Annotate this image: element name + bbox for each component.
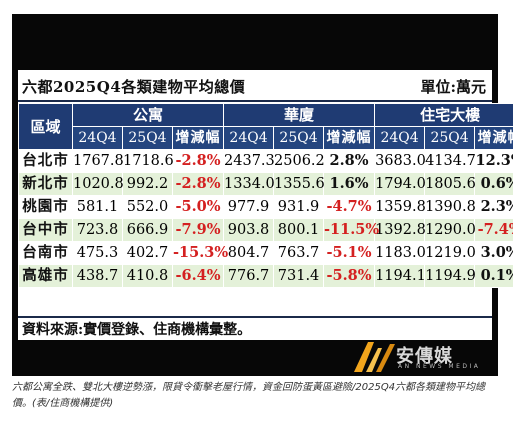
value-cell: 1020.8	[72, 172, 124, 196]
change-cell: 1.6%	[323, 172, 376, 196]
table-row: 新北市 1020.8 992.2 -2.8% 1334.0 1355.6 1.6% 1794.…	[18, 172, 513, 196]
value-cell: 1794.0	[374, 172, 426, 196]
value-cell: 776.7	[223, 264, 275, 288]
change-cell: -5.8%	[323, 264, 376, 288]
region-cell: 台南市	[18, 241, 73, 265]
value-cell: 2506.2	[273, 149, 325, 173]
source-row: 資料來源:實價登錄、住商機構彙整。	[18, 316, 492, 340]
value-cell: 666.9	[122, 218, 173, 242]
value-cell: 1194.1	[374, 264, 426, 288]
table-row: 台中市 723.8 666.9 -7.9% 903.8 800.1 -11.5% 1392.8…	[18, 218, 513, 242]
value-cell: 1390.8	[424, 195, 476, 219]
value-cell: 475.3	[72, 241, 123, 265]
header-group-apartment: 公寓	[71, 103, 225, 127]
value-cell: 800.1	[273, 218, 325, 242]
change-cell: -2.8%	[171, 149, 225, 173]
image-frame: 六都2025Q4各類建物平均總價 單位:萬元 區域 公寓 華廈 住宅大樓 24Q…	[12, 14, 513, 376]
region-cell: 高雄市	[18, 264, 73, 288]
change-cell: -11.5%	[323, 218, 379, 242]
value-cell: 1183.0	[374, 241, 426, 265]
change-cell: -4.7%	[323, 195, 376, 219]
header-sub: 24Q4	[223, 126, 275, 150]
value-cell: 2437.3	[223, 149, 275, 173]
value-cell: 977.9	[223, 195, 275, 219]
value-cell: 763.7	[273, 241, 325, 265]
value-cell: 3683.0	[374, 149, 426, 173]
header-sub: 增減幅	[171, 126, 225, 150]
change-cell: -7.4%	[474, 218, 513, 242]
value-cell: 1718.6	[122, 149, 174, 173]
value-cell: 1355.6	[273, 172, 325, 196]
value-cell: 903.8	[223, 218, 275, 242]
change-cell: -5.0%	[171, 195, 225, 219]
header-group-highrise: 住宅大樓	[374, 103, 513, 127]
value-cell: 1392.8	[374, 218, 426, 242]
table-row: 高雄市 438.7 410.8 -6.4% 776.7 731.4 -5.8% 1194.1 1…	[18, 264, 513, 288]
value-cell: 1290.0	[424, 218, 476, 242]
value-cell: 731.4	[273, 264, 325, 288]
change-cell: 2.3%	[474, 195, 513, 219]
change-cell: -2.8%	[171, 172, 225, 196]
value-cell: 4134.7	[424, 149, 476, 173]
table-row: 台北市 1767.8 1718.6 -2.8% 2437.3 2506.2 2.8% 3683…	[18, 149, 513, 173]
table-row: 桃園市 581.1 552.0 -5.0% 977.9 931.9 -4.7% 1359.8 1…	[18, 195, 513, 219]
header-sub: 24Q4	[374, 126, 426, 150]
value-cell: 1805.6	[424, 172, 476, 196]
value-cell: 931.9	[273, 195, 325, 219]
brand-logo: 安傳媒 AN NEWS MEDIA	[352, 340, 492, 374]
header-sub: 25Q4	[424, 126, 476, 150]
value-cell: 552.0	[122, 195, 173, 219]
value-cell: 1359.8	[374, 195, 426, 219]
header-region: 區域	[18, 103, 73, 150]
brand-name: 安傳媒	[396, 346, 453, 367]
value-cell: 723.8	[72, 218, 123, 242]
header-group-mansion: 華廈	[223, 103, 376, 127]
brand-mark-icon	[354, 342, 395, 372]
title-row: 六都2025Q4各類建物平均總價 單位:萬元	[18, 70, 492, 102]
table-body: 台北市 1767.8 1718.6 -2.8% 2437.3 2506.2 2.8% 3683…	[18, 149, 513, 288]
table-title: 六都2025Q4各類建物平均總價	[22, 78, 246, 96]
region-cell: 新北市	[18, 172, 73, 196]
header-sub: 25Q4	[273, 126, 325, 150]
region-cell: 台中市	[18, 218, 73, 242]
value-cell: 438.7	[72, 264, 123, 288]
change-cell: -7.9%	[171, 218, 225, 242]
change-cell: 3.0%	[474, 241, 513, 265]
value-cell: 804.7	[223, 241, 275, 265]
image-caption: 六都公寓全跌、雙北大樓逆勢漲，限貸令衝擊老屋行情，資金回防蛋黃區避險/2025Q…	[12, 382, 486, 409]
source-note: 資料來源:實價登錄、住商機構彙整。	[22, 322, 252, 338]
change-cell: 12.3%	[474, 149, 513, 173]
region-cell: 桃園市	[18, 195, 73, 219]
unit-label: 單位:萬元	[420, 78, 486, 96]
header-sub: 25Q4	[122, 126, 173, 150]
value-cell: 992.2	[122, 172, 173, 196]
value-cell: 402.7	[122, 241, 173, 265]
brand-subtitle: AN NEWS MEDIA	[398, 363, 481, 370]
value-cell: 1767.8	[72, 149, 124, 173]
value-cell: 410.8	[122, 264, 173, 288]
value-cell: 581.1	[72, 195, 123, 219]
change-cell: -15.3%	[171, 241, 228, 265]
table-row: 台南市 475.3 402.7 -15.3% 804.7 763.7 -5.1% 1183.0…	[18, 241, 513, 265]
change-cell: 0.6%	[474, 172, 513, 196]
change-cell: -6.4%	[171, 264, 225, 288]
header-sub: 24Q4	[72, 126, 123, 150]
region-cell: 台北市	[18, 149, 73, 173]
header-sub: 增減幅	[474, 126, 513, 150]
change-cell: 2.8%	[323, 149, 376, 173]
header-sub: 增減幅	[323, 126, 376, 150]
table-panel: 六都2025Q4各類建物平均總價 單位:萬元 區域 公寓 華廈 住宅大樓 24Q…	[18, 70, 513, 340]
value-cell: 1194.9	[424, 264, 476, 288]
change-cell: -5.1%	[323, 241, 376, 265]
value-cell: 1334.0	[223, 172, 275, 196]
value-cell: 1219.0	[424, 241, 476, 265]
price-table: 區域 公寓 華廈 住宅大樓 24Q4 25Q4 增減幅 24Q4 25Q4 增減…	[18, 103, 513, 288]
change-cell: 0.1%	[474, 264, 513, 288]
